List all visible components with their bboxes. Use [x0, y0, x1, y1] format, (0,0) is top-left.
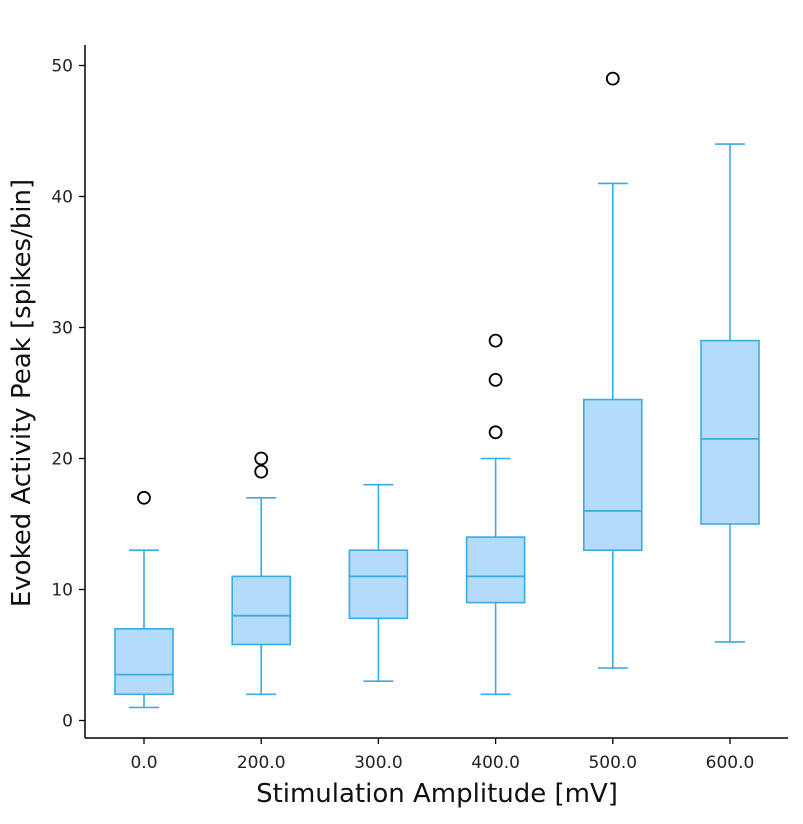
iqr-box: [700, 339, 760, 525]
y-tick-label: 30: [51, 319, 73, 339]
x-axis-label: Stimulation Amplitude [mV]: [256, 779, 618, 809]
outlier-point: [605, 71, 620, 86]
iqr-box: [348, 549, 409, 620]
iqr-box: [582, 398, 643, 551]
outlier-point: [488, 425, 503, 440]
outlier-point: [254, 464, 269, 479]
outlier-point: [137, 490, 151, 505]
y-axis-label: Evoked Activity Peak [spikes/bin]: [7, 179, 37, 607]
box-group-500.0: [582, 71, 643, 669]
box-group-200.0: [231, 451, 291, 696]
iqr-box: [231, 575, 291, 646]
outlier-point: [488, 372, 503, 387]
y-tick-label: 40: [51, 188, 73, 208]
y-tick-label: 50: [51, 57, 73, 77]
outlier-point: [254, 451, 269, 466]
x-tick-label: 0.0: [130, 753, 157, 773]
box-group-600.0: [700, 143, 760, 643]
x-tick-label: 200.0: [237, 753, 286, 773]
x-tick-label: 300.0: [354, 753, 403, 773]
y-tick-label: 10: [51, 581, 73, 601]
box-group-300.0: [348, 483, 409, 683]
box-group-0.0: [114, 490, 174, 709]
iqr-box: [465, 536, 526, 604]
y-axis-ticks: 0 10 20 30 40 50: [51, 57, 85, 732]
box-group-400.0: [465, 333, 526, 696]
y-tick-label: 20: [51, 450, 73, 470]
x-tick-label: 500.0: [588, 753, 637, 773]
y-tick-label: 0: [62, 712, 73, 732]
x-axis-ticks: 0.0 200.0 300.0 400.0 500.0 600.0: [130, 738, 754, 773]
outlier-point: [488, 333, 503, 348]
iqr-box: [114, 627, 174, 696]
x-tick-label: 400.0: [471, 753, 520, 773]
x-tick-label: 600.0: [706, 753, 755, 773]
plot-marks: [114, 71, 760, 709]
